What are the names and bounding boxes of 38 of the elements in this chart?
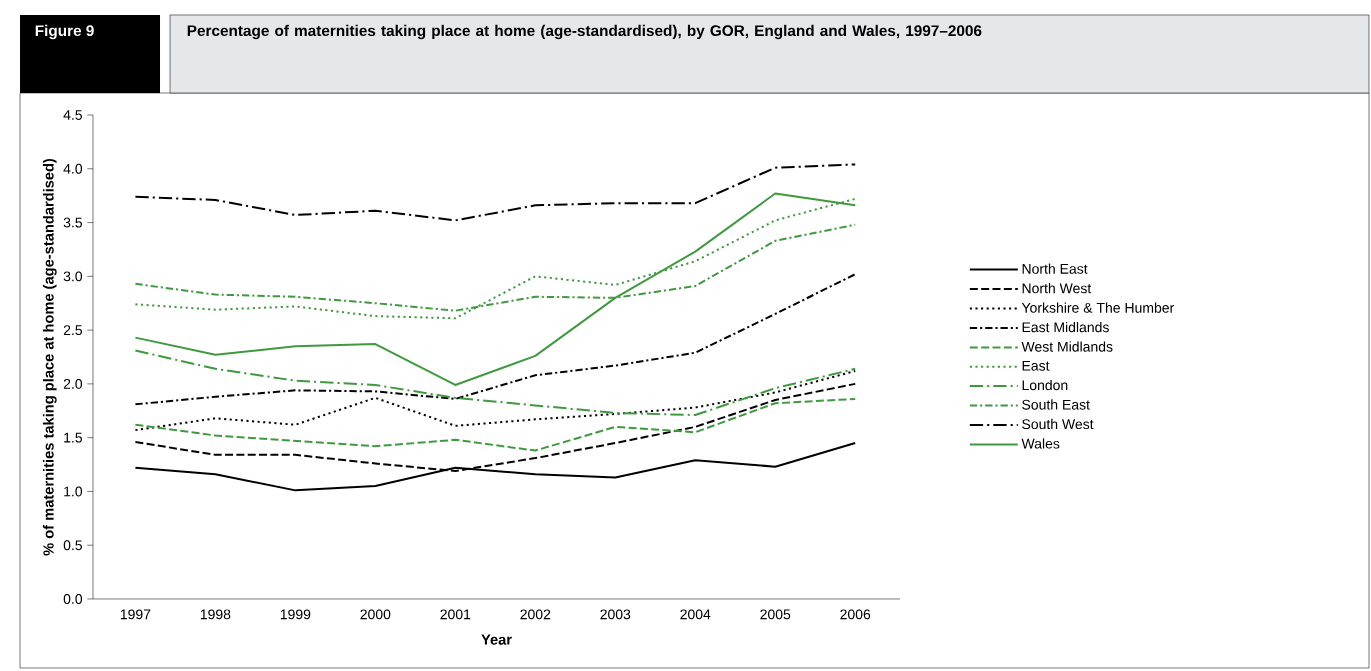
y-tick-label: 4.5: [63, 110, 83, 120]
x-tick-label: 1999: [280, 609, 311, 620]
x-tick-label: 2004: [680, 609, 711, 620]
y-tick-label: 1.0: [64, 486, 83, 497]
legend-label: North West: [1022, 283, 1092, 294]
x-tick-label: 2001: [440, 609, 471, 620]
legend-label: Yorkshire & The Humber: [1021, 302, 1175, 313]
legend-label: London: [1022, 379, 1068, 391]
y-tick-label: 2.5: [63, 325, 83, 336]
chart-title: Percentage of maternities taking place at home (age-standardised), by GOR, England and Wales, 1997–2006: [187, 24, 982, 40]
legend-label: East: [1022, 360, 1050, 371]
x-tick-label: 2003: [600, 609, 631, 620]
line-series: [134, 192, 857, 386]
line-series: [134, 273, 857, 406]
legend-label: Wales: [1021, 438, 1060, 449]
legend-label: North East: [1022, 263, 1088, 274]
x-tick-label: 2000: [360, 609, 391, 620]
x-tick-label: 2002: [520, 609, 551, 620]
line-series: [134, 163, 857, 222]
legend-label: West Midlands: [1021, 341, 1113, 352]
line-series: [134, 369, 857, 432]
y-tick-label: 3.5: [63, 217, 83, 228]
legend-label: South East: [1022, 399, 1090, 410]
x-tick-label: 1998: [200, 609, 231, 620]
y-tick-label: 3.0: [63, 271, 83, 282]
x-tick-label: 2006: [840, 609, 871, 620]
y-tick-label: 0.0: [63, 594, 83, 604]
x-tick-label: 1997: [120, 609, 151, 620]
legend-label: East Midlands: [1022, 321, 1109, 333]
y-tick-label: 4.0: [63, 163, 83, 174]
x-tick-label: 2005: [760, 609, 791, 620]
y-tick-label: 1.5: [64, 432, 83, 443]
caption: Figure 9: [35, 24, 94, 40]
legend-label: South West: [1022, 418, 1094, 430]
x-axis-title: Year: [481, 634, 512, 645]
y-axis-title: % of maternities taking place at home (age-standardised): [42, 158, 57, 556]
y-tick-label: 0.5: [63, 540, 83, 551]
y-tick-label: 2.0: [63, 378, 83, 389]
